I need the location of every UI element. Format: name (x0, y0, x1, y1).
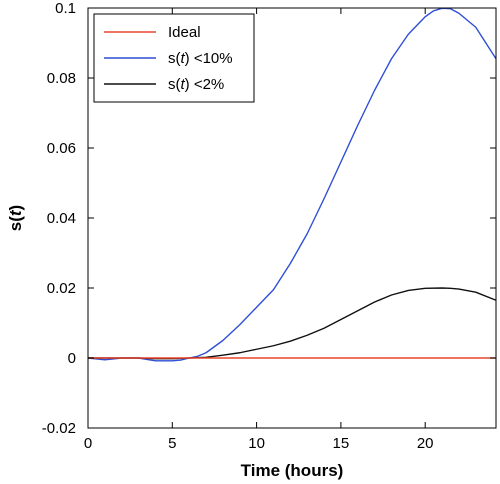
y-tick-label: 0.08 (47, 70, 76, 87)
ticks-layer: 0 5 10 15 20 -0.02 0 0.02 0.04 0.06 0.08 0.1 (42, 0, 496, 452)
legend: Ideal s(t) <10% s(t) <2% (93, 13, 255, 103)
x-axis-title: Time (hours) (241, 461, 344, 480)
y-axis-title: s(t) (6, 205, 25, 231)
series-line-1 (87, 7, 497, 362)
x-tick-label: 5 (168, 435, 176, 452)
x-tick-label: 0 (84, 435, 92, 452)
y-tick-label: 0.1 (55, 0, 76, 17)
x-tick-label: 20 (417, 435, 434, 452)
plot-frame (87, 7, 497, 429)
legend-label: s(t) <2% (168, 76, 224, 93)
y-tick-label: -0.02 (42, 420, 76, 437)
y-tick-label: 0.04 (47, 210, 76, 227)
y-tick-label: 0.02 (47, 280, 76, 297)
y-tick-label: 0 (68, 350, 76, 367)
series-line-2 (88, 287, 497, 360)
legend-label: s(t) <10% (168, 50, 233, 67)
x-tick-label: 10 (248, 435, 265, 452)
legend-label: Ideal (168, 24, 201, 41)
series-layer (87, 7, 497, 362)
x-tick-label: 15 (333, 435, 350, 452)
y-tick-label: 0.06 (47, 140, 76, 157)
